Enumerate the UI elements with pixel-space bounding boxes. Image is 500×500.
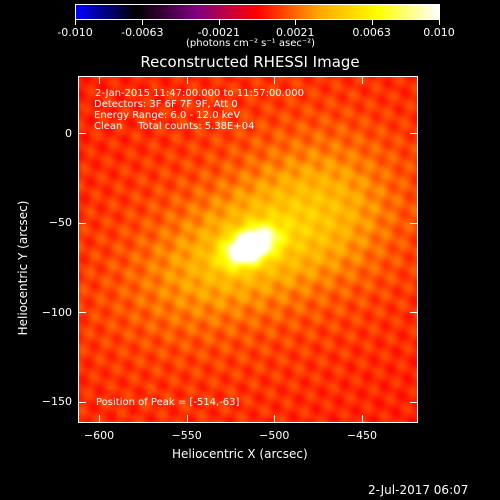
- y-tick: [78, 312, 86, 314]
- y-axis-label: Heliocentric Y (arcsec): [16, 200, 30, 336]
- y-tick-right: [410, 222, 418, 224]
- x-tick: [274, 415, 276, 423]
- colorbar-tick: [295, 20, 297, 25]
- x-tick-label: −550: [171, 429, 202, 442]
- annotation-counts: Clean Total counts: 5.38E+04: [94, 121, 255, 132]
- x-tick-top: [99, 76, 101, 84]
- x-tick: [186, 415, 188, 423]
- y-tick-label: 0: [65, 126, 72, 140]
- y-tick-label: −150: [41, 395, 72, 409]
- colorbar-tick-label: -0.010: [57, 26, 93, 39]
- colorbar-tick: [75, 20, 76, 25]
- x-tick: [361, 415, 363, 423]
- x-axis-label: Heliocentric X (arcsec): [172, 447, 308, 461]
- plot-area: 2-Jan-2015 11:47:00.000 to 11:57:00.000 …: [78, 76, 418, 423]
- x-tick-top: [361, 76, 363, 84]
- colorbar-tick: [371, 20, 373, 25]
- x-tick: [99, 415, 101, 423]
- x-tick-top: [186, 76, 188, 84]
- colorbar-tick-label: 0.0063: [352, 26, 391, 39]
- colorbar-tick-label: 0.0021: [275, 26, 315, 39]
- colorbar-tick-label: 0.010: [423, 26, 455, 39]
- y-tick: [78, 401, 86, 403]
- x-tick-label: −500: [259, 429, 290, 442]
- x-tick-top: [274, 76, 276, 84]
- peak-position-label: Position of Peak = [-514,-63]: [96, 397, 240, 408]
- colorbar-tick-label: -0.0021: [197, 26, 240, 39]
- y-tick-right: [410, 401, 418, 403]
- y-tick-right: [410, 312, 418, 314]
- colorbar-tick: [142, 20, 144, 25]
- y-tick: [78, 133, 86, 135]
- colorbar: [75, 4, 440, 20]
- annotation-time: 2-Jan-2015 11:47:00.000 to 11:57:00.000: [95, 88, 304, 99]
- annotation-detectors: Detectors: 3F 6F 7F 9F, Att 0: [94, 99, 238, 110]
- colorbar-unit-label: (photons cm⁻² s⁻¹ asec⁻²): [186, 38, 316, 49]
- y-tick-label: −100: [41, 305, 72, 319]
- rhessi-image: [79, 77, 417, 422]
- x-tick-label: −600: [83, 429, 115, 442]
- colorbar-tick: [218, 20, 220, 25]
- x-tick-label: −450: [346, 429, 378, 442]
- y-tick-right: [410, 133, 418, 135]
- y-tick: [78, 222, 86, 224]
- annotation-energy: Energy Range: 6.0 - 12.0 keV: [94, 110, 241, 121]
- colorbar-tick-label: -0.0063: [121, 26, 164, 39]
- y-tick-label: −50: [48, 216, 72, 230]
- footer-date: 2-Jul-2017 06:07: [368, 483, 469, 497]
- colorbar-tick: [439, 20, 440, 25]
- chart-title: Reconstructed RHESSI Image: [140, 53, 360, 71]
